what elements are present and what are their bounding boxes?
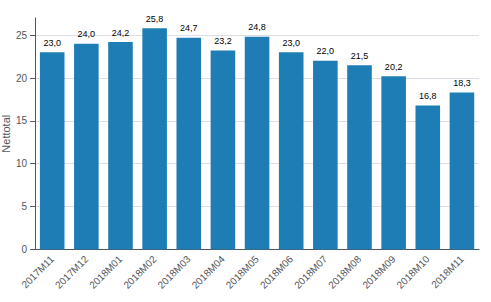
svg-text:2018M09: 2018M09 — [360, 253, 398, 291]
svg-text:24,2: 24,2 — [112, 28, 130, 38]
svg-text:10: 10 — [16, 158, 28, 169]
svg-text:20: 20 — [16, 73, 28, 84]
svg-text:2017M11: 2017M11 — [19, 253, 56, 290]
svg-text:2018M08: 2018M08 — [326, 253, 364, 291]
svg-text:22,0: 22,0 — [317, 46, 335, 56]
svg-text:21,5: 21,5 — [351, 51, 369, 61]
svg-text:25: 25 — [16, 30, 28, 41]
svg-text:2018M05: 2018M05 — [224, 253, 262, 291]
svg-text:0: 0 — [22, 244, 28, 255]
svg-text:2018M04: 2018M04 — [190, 253, 228, 291]
svg-text:2018M10: 2018M10 — [394, 253, 432, 291]
svg-text:2017M12: 2017M12 — [53, 253, 91, 291]
svg-text:15: 15 — [16, 115, 28, 126]
svg-text:20,2: 20,2 — [385, 62, 403, 72]
svg-text:2018M06: 2018M06 — [258, 253, 296, 291]
svg-text:23,2: 23,2 — [214, 36, 232, 46]
svg-text:Nettotal: Nettotal — [0, 115, 12, 153]
svg-text:2018M01: 2018M01 — [87, 253, 125, 291]
svg-text:24,0: 24,0 — [78, 29, 96, 39]
svg-text:2018M07: 2018M07 — [292, 253, 330, 291]
svg-text:2018M03: 2018M03 — [155, 253, 193, 291]
svg-text:16,8: 16,8 — [419, 91, 437, 101]
svg-text:23,0: 23,0 — [43, 38, 61, 48]
svg-text:23,0: 23,0 — [282, 38, 300, 48]
svg-text:24,8: 24,8 — [248, 22, 266, 32]
svg-text:25,8: 25,8 — [146, 14, 164, 24]
svg-text:18,3: 18,3 — [453, 78, 471, 88]
svg-text:2018M02: 2018M02 — [121, 253, 159, 291]
svg-text:24,7: 24,7 — [180, 23, 198, 33]
svg-text:5: 5 — [22, 201, 28, 212]
svg-text:2018M11: 2018M11 — [429, 253, 466, 290]
